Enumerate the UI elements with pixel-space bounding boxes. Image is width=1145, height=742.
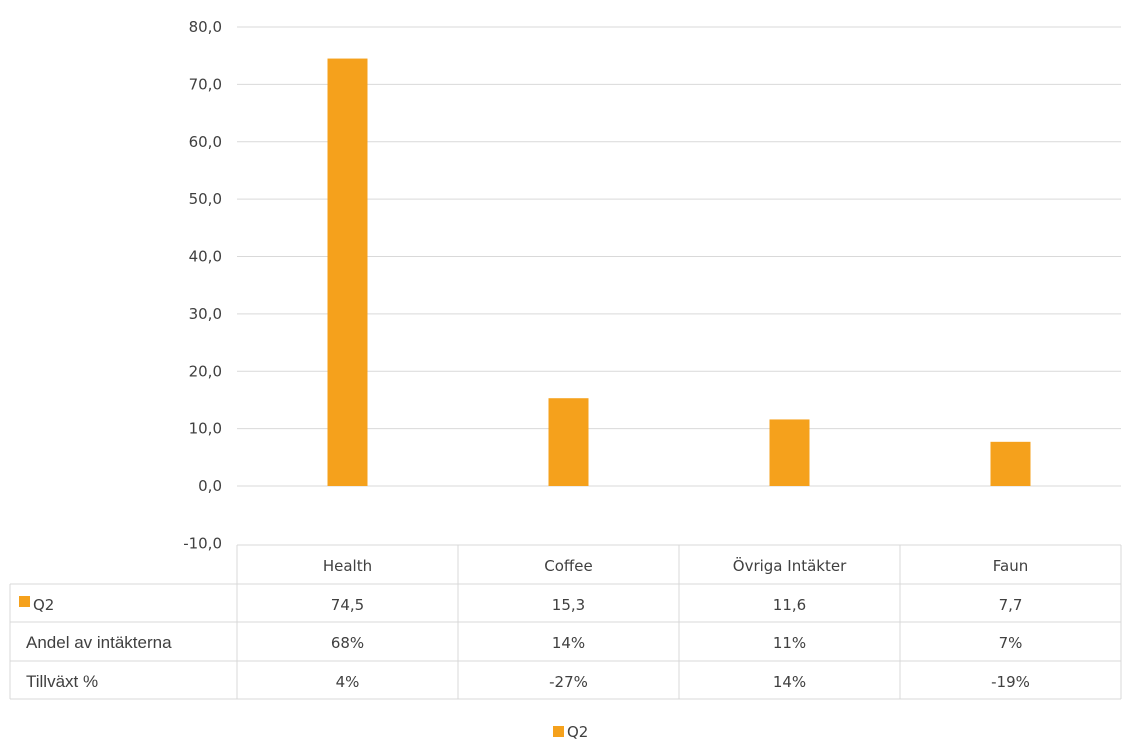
data-table: Health Coffee Övriga Intäkter Faun Q2 74,5 15,… bbox=[9, 544, 1122, 700]
data-label: 4% bbox=[336, 673, 360, 691]
data-label: 11,6 bbox=[773, 596, 806, 614]
legend: Q2 bbox=[553, 723, 588, 741]
y-tick-label: 50,0 bbox=[189, 190, 222, 208]
gridlines bbox=[237, 26, 1121, 487]
y-tick-label: 60,0 bbox=[189, 133, 222, 151]
data-label: 7,7 bbox=[999, 596, 1023, 614]
x-tick-label: Faun bbox=[993, 557, 1028, 575]
bar-coffee bbox=[548, 398, 589, 486]
row-label: Q2 bbox=[33, 596, 54, 614]
data-label: 14% bbox=[773, 673, 806, 691]
y-tick-label: 80,0 bbox=[189, 18, 222, 36]
data-label: 7% bbox=[999, 634, 1023, 652]
y-tick-label: 10,0 bbox=[189, 420, 222, 438]
data-label: -19% bbox=[991, 673, 1030, 691]
data-label: 11% bbox=[773, 634, 806, 652]
x-tick-label: Health bbox=[323, 557, 372, 575]
bar-faun bbox=[990, 441, 1031, 486]
data-label: 74,5 bbox=[331, 596, 364, 614]
y-tick-label: 30,0 bbox=[189, 305, 222, 323]
y-tick-label: 20,0 bbox=[189, 362, 222, 380]
x-tick-label: Coffee bbox=[544, 557, 592, 575]
data-label: -27% bbox=[549, 673, 588, 691]
data-label: 68% bbox=[331, 634, 364, 652]
bars bbox=[327, 58, 1031, 487]
data-label: 15,3 bbox=[552, 596, 585, 614]
row-label: Tillväxt % bbox=[26, 672, 98, 691]
row-label: Andel av intäkterna bbox=[26, 633, 172, 652]
bar--vriga-int-kter bbox=[769, 419, 810, 486]
y-tick-label: 0,0 bbox=[198, 477, 222, 495]
y-tick-label: 40,0 bbox=[189, 248, 222, 266]
x-tick-label: Övriga Intäkter bbox=[733, 556, 847, 575]
y-tick-label: -10,0 bbox=[183, 534, 222, 552]
y-tick-label: 70,0 bbox=[189, 75, 222, 93]
legend-label: Q2 bbox=[567, 723, 588, 741]
y-axis-ticks: -10,0 0,0 10,0 20,0 30,0 40,0 50,0 60,0 70,0 80,0 bbox=[183, 18, 222, 552]
bar-health bbox=[327, 58, 368, 487]
legend-swatch bbox=[553, 726, 564, 737]
data-label: 14% bbox=[552, 634, 585, 652]
series-marker bbox=[19, 596, 30, 607]
